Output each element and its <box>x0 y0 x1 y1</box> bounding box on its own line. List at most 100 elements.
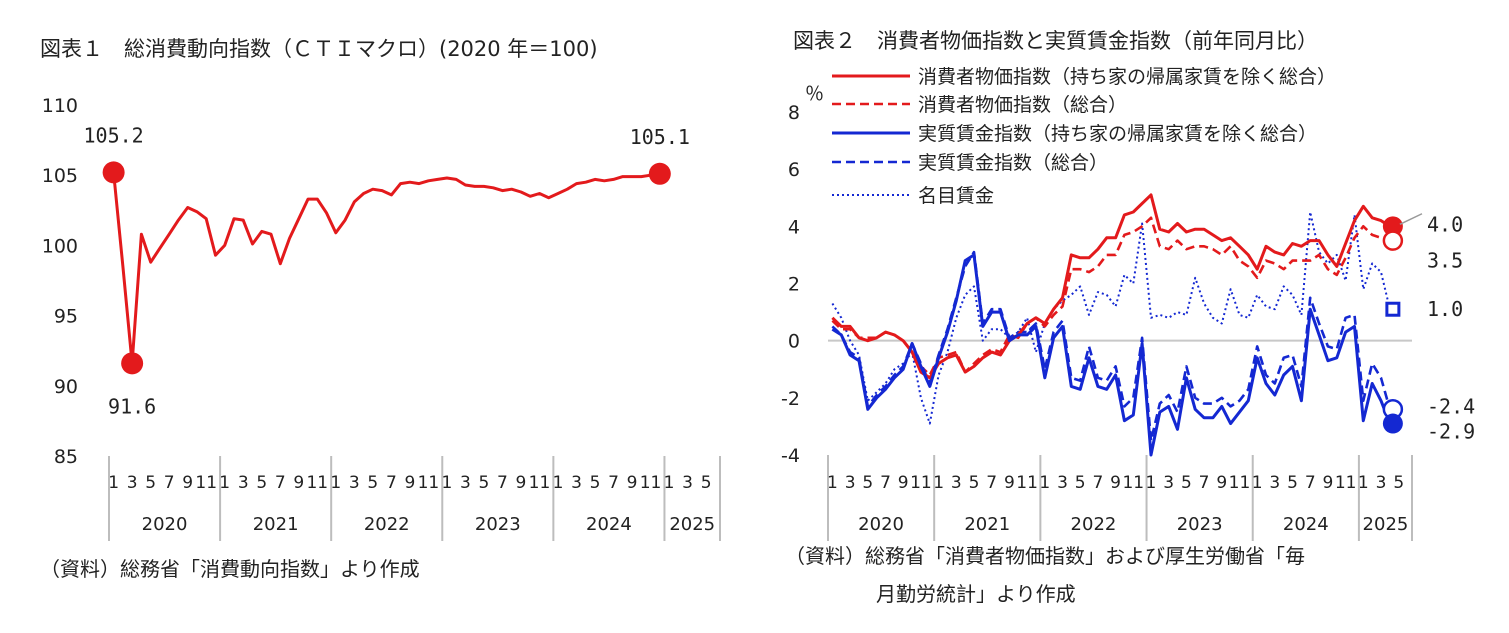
chart1-data-point <box>648 162 671 185</box>
chart1-y-tick-label: 105 <box>42 165 78 187</box>
chart1-month-tick-label: 5 <box>367 473 378 493</box>
chart2-legend-label: 名目賃金 <box>918 185 994 207</box>
chart2-y-ticks: 8 6 4 2 0 -2 -4 <box>781 102 800 467</box>
chart2-month-tick-label: 9 <box>1216 473 1227 493</box>
chart2-month-tick-label: 9 <box>1323 473 1334 493</box>
chart1-year-label: 2023 <box>475 514 521 535</box>
chart2-year-label: 2023 <box>1177 514 1223 535</box>
chart2-title: 図表２ 消費者物価指数と実質賃金指数（前年同月比） <box>793 29 1318 53</box>
chart1-month-tick-label: 3 <box>349 473 360 493</box>
chart1-y-tick-label: 95 <box>54 306 78 328</box>
chart1-month-tick-label: 3 <box>682 473 693 493</box>
chart1-series-line <box>112 172 661 365</box>
chart2-month-tick-label: 5 <box>1075 473 1086 493</box>
chart2-month-tick-label: 3 <box>845 473 856 493</box>
chart2-end-label: 3.5 <box>1427 249 1463 273</box>
chart2-month-tick-label: 7 <box>1199 473 1210 493</box>
chart2-month-tick-label: 5 <box>1393 473 1404 493</box>
chart1-axes <box>108 456 721 541</box>
chart1-month-tick-label: 11 <box>195 473 217 493</box>
chart2-month-tick-label: 11 <box>1016 473 1038 493</box>
chart1-data-point <box>102 161 125 184</box>
chart2-month-tick-label: 7 <box>1092 473 1103 493</box>
chart1-month-tick-label: 7 <box>608 473 619 493</box>
chart1-month-tick-label: 9 <box>293 473 304 493</box>
chart1-month-tick-label: 3 <box>460 473 471 493</box>
chart2-series-line <box>831 253 1392 457</box>
chart1-month-tick-label: 3 <box>238 473 249 493</box>
chart2-year-label: 2020 <box>858 514 904 535</box>
chart2-y-unit: ％ <box>805 83 824 105</box>
chart1-month-tick-label: 7 <box>275 473 286 493</box>
chart1-year-label: 2024 <box>586 514 632 535</box>
chart2-month-tick-label: 1 <box>933 473 944 493</box>
chart2-month-tick-label: 1 <box>1146 473 1157 493</box>
chart2-month-tick-label: 3 <box>1376 473 1387 493</box>
chart2-end-marker <box>1382 216 1403 237</box>
chart2-end-marker <box>1382 230 1404 251</box>
chart2-y-tick-label: 8 <box>788 102 800 124</box>
chart1-month-tick-label: 11 <box>640 473 662 493</box>
chart2-month-tick-label: 11 <box>1229 473 1251 493</box>
chart1-month-tick-label: 9 <box>182 473 193 493</box>
chart2-series-line <box>831 211 1391 425</box>
chart2-month-tick-label: 5 <box>862 473 873 493</box>
chart2-source-note-line1: （資料）総務省「消費者物価指数」および厚生労働省「毎 <box>785 544 1305 568</box>
chart1-data-label: 91.6 <box>108 394 156 418</box>
chart1-month-tick-label: 11 <box>418 473 440 493</box>
chart1-month-tick-label: 9 <box>627 473 638 493</box>
chart2-end-label: 4.0 <box>1427 212 1463 236</box>
chart2-year-label: 2022 <box>1071 514 1117 535</box>
chart1-month-tick-label: 7 <box>386 473 397 493</box>
chart1-y-ticks: 110 105 100 95 90 85 <box>42 95 78 468</box>
chart2-month-tick-label: 7 <box>986 473 997 493</box>
chart1-month-tick-label: 3 <box>127 473 138 493</box>
chart2-end-marker <box>1385 301 1401 317</box>
chart1-month-tick-label: 1 <box>330 473 341 493</box>
chart1-month-tick-label: 11 <box>306 473 328 493</box>
chart2-y-tick-label: -4 <box>781 445 800 467</box>
chart1-month-tick-label: 5 <box>479 473 490 493</box>
chart2-legend-label: 実質賃金指数（総合） <box>918 152 1108 174</box>
chart1-series <box>112 172 661 365</box>
chart2-y-tick-label: -2 <box>781 388 800 410</box>
chart2-month-tick-label: 11 <box>1335 473 1357 493</box>
chart2-end-label: -2.9 <box>1427 420 1475 444</box>
chart1-data-label: 105.1 <box>630 125 690 149</box>
chart2-month-tick-label: 7 <box>1305 473 1316 493</box>
chart2-source-note-line2: 月勤労統計」より作成 <box>876 582 1076 606</box>
chart1-month-tick-label: 9 <box>404 473 415 493</box>
chart2-legend: 消費者物価指数（持ち家の帰属家賃を除く総合） 消費者物価指数（総合） 実質賃金指数（… <box>832 66 1336 207</box>
chart1-year-label: 2025 <box>669 514 715 535</box>
chart1-month-tick-label: 9 <box>516 473 527 493</box>
chart2-month-tick-label: 1 <box>1039 473 1050 493</box>
chart2-month-tick-label: 5 <box>1181 473 1192 493</box>
chart2-year-label: 2025 <box>1363 514 1409 535</box>
chart1-data-label: 105.2 <box>84 123 144 147</box>
chart2-month-tick-label: 9 <box>898 473 909 493</box>
chart1-month-tick-label: 5 <box>256 473 267 493</box>
chart1-data-point <box>121 352 144 375</box>
chart1-month-tick-label: 1 <box>553 473 564 493</box>
chart1-data-labels: 105.2 91.6 105.1 <box>84 123 690 418</box>
chart1-month-tick-label: 5 <box>701 473 712 493</box>
chart2-month-tick-label: 9 <box>1004 473 1015 493</box>
chart2-month-tick-label: 9 <box>1110 473 1121 493</box>
chart2-legend-label: 消費者物価指数（総合） <box>918 94 1127 116</box>
chart2-legend-label: 消費者物価指数（持ち家の帰属家賃を除く総合） <box>918 66 1336 88</box>
chart2-end-label: 1.0 <box>1427 297 1463 321</box>
chart1-month-tick-label: 1 <box>664 473 675 493</box>
chart2-y-tick-label: 6 <box>788 159 800 181</box>
chart2-legend-label: 実質賃金指数（持ち家の帰属家賃を除く総合） <box>918 123 1317 145</box>
chart1-month-tick-label: 7 <box>497 473 508 493</box>
chart2-month-tick-label: 3 <box>951 473 962 493</box>
chart1-source-note: （資料）総務省「消費動向指数」より作成 <box>40 557 420 581</box>
chart2-month-tick-label: 1 <box>827 473 838 493</box>
chart1-y-tick-label: 100 <box>42 235 78 257</box>
chart1-month-tick-label: 5 <box>590 473 601 493</box>
chart2-month-tick-label: 1 <box>1252 473 1263 493</box>
chart2-y-tick-label: 4 <box>788 216 800 238</box>
